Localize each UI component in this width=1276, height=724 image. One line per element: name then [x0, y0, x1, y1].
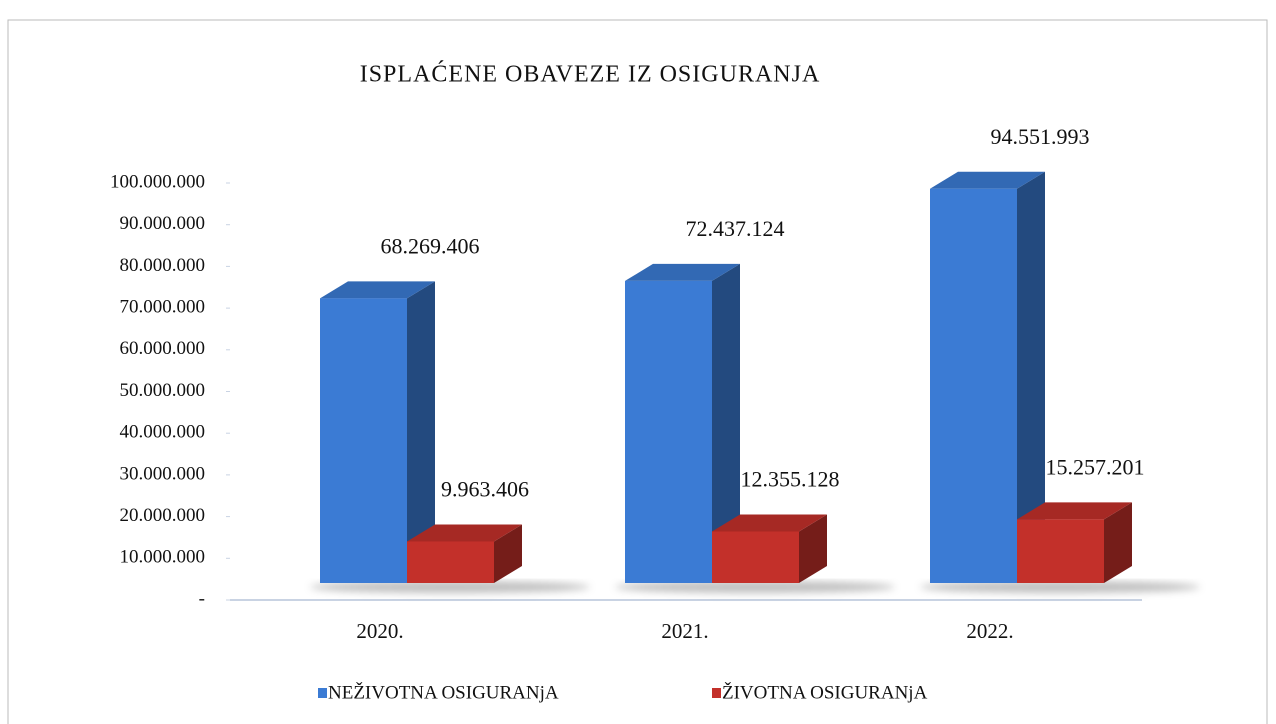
bar — [407, 541, 494, 583]
bar-top — [930, 171, 1045, 189]
bar-shadow — [615, 581, 895, 593]
y-tick-label: 30.000.000 — [120, 463, 206, 484]
bar-side — [712, 263, 740, 583]
data-label: 15.257.201 — [1046, 454, 1145, 479]
bar-side — [1017, 171, 1045, 583]
x-tick-label: 2021. — [661, 619, 708, 643]
y-tick-label: 70.000.000 — [120, 296, 206, 317]
y-tick-label: 10.000.000 — [120, 547, 206, 568]
x-tick-label: 2022. — [966, 619, 1013, 643]
bar-top — [320, 281, 435, 299]
data-label: 72.437.124 — [686, 216, 785, 241]
bar-top — [712, 514, 827, 532]
bar-top — [407, 524, 522, 542]
bar-shadow — [310, 581, 590, 593]
bar — [320, 298, 407, 583]
y-tick-label: 60.000.000 — [120, 338, 206, 359]
data-label: 68.269.406 — [381, 233, 480, 258]
y-tick-label: - — [199, 588, 205, 609]
bar — [712, 531, 799, 583]
bar-side — [494, 524, 522, 583]
data-label: 12.355.128 — [741, 467, 840, 492]
y-tick-label: 20.000.000 — [120, 505, 206, 526]
bar-shadow — [920, 581, 1200, 593]
bar — [930, 188, 1017, 583]
bar-side — [1104, 502, 1132, 583]
legend-swatch — [318, 688, 327, 698]
bar — [1017, 519, 1104, 583]
legend-label: NEŽIVOTNA OSIGURANjA — [328, 681, 559, 703]
data-label: 94.551.993 — [991, 124, 1090, 149]
legend-label: ŽIVOTNA OSIGURANjA — [722, 681, 928, 703]
chart-title: ISPLAĆENE OBAVEZE IZ OSIGURANJA — [360, 61, 821, 88]
y-tick-label: 100.000.000 — [110, 171, 205, 192]
bar — [625, 280, 712, 583]
bar-side — [407, 281, 435, 583]
y-tick-label: 50.000.000 — [120, 380, 206, 401]
y-tick-label: 90.000.000 — [120, 213, 206, 234]
y-tick-label: 80.000.000 — [120, 255, 206, 276]
data-label: 9.963.406 — [441, 476, 529, 501]
bar-top — [1017, 502, 1132, 520]
y-tick-label: 40.000.000 — [120, 422, 206, 443]
x-tick-label: 2020. — [356, 619, 403, 643]
bar-side — [799, 514, 827, 583]
bar-top — [625, 263, 740, 281]
legend-swatch — [712, 688, 721, 698]
